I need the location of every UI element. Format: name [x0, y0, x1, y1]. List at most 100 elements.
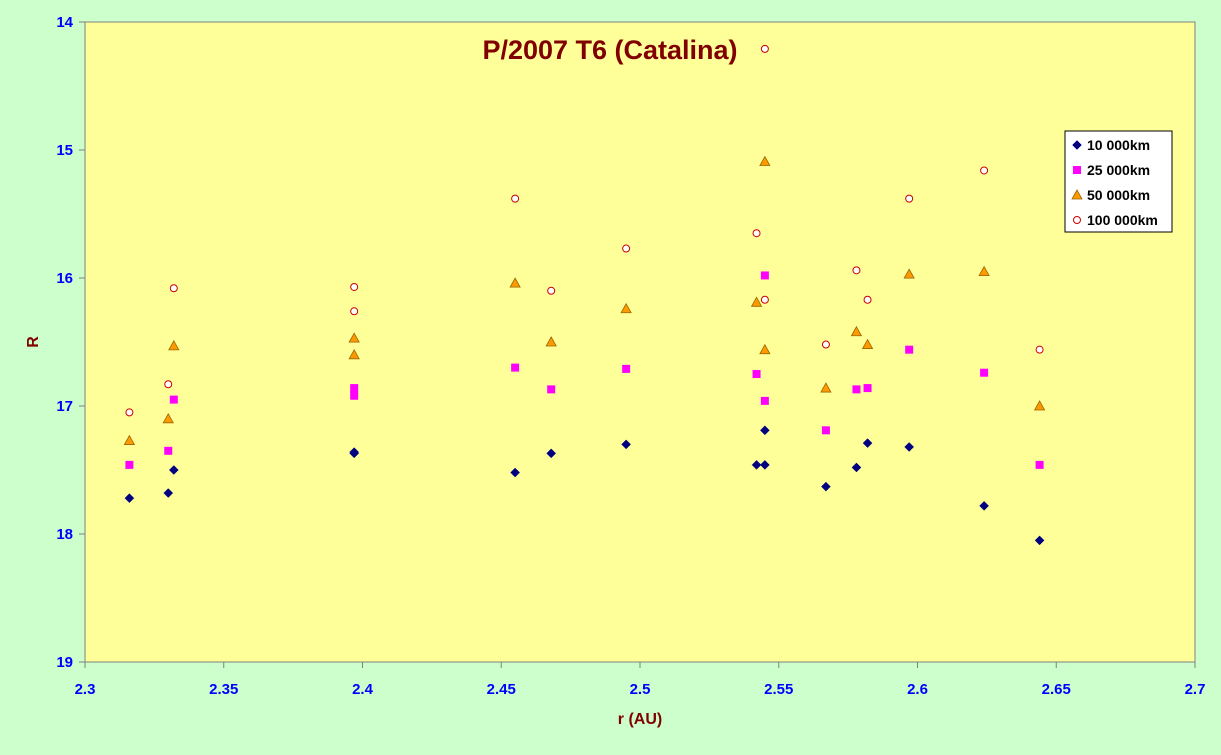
data-point-square: [511, 363, 520, 372]
chart-title: P/2007 T6 (Catalina): [482, 35, 737, 65]
data-point-circle: [752, 229, 761, 238]
legend-label: 50 000km: [1087, 187, 1150, 203]
legend-marker-triangle: [1071, 189, 1083, 200]
data-point-triangle: [750, 296, 763, 307]
x-tick-label: 2.35: [209, 681, 238, 698]
data-point-diamond: [124, 493, 135, 504]
data-point-circle: [169, 284, 178, 293]
data-point-diamond: [979, 500, 989, 511]
data-point-diamond: [904, 442, 915, 452]
data-point-circle: [547, 286, 556, 295]
series-1: [125, 271, 1044, 469]
data-point-triangle: [820, 382, 832, 393]
data-point-circle: [821, 340, 830, 349]
plot-area: [84, 21, 1196, 663]
data-point-diamond: [621, 439, 631, 450]
data-point-circle: [760, 44, 769, 53]
data-point-triangle: [903, 268, 915, 279]
data-point-square: [164, 446, 173, 455]
series-0: [124, 425, 1045, 546]
legend-box: [1064, 130, 1173, 233]
y-tick-label: 16: [56, 270, 73, 287]
data-point-square: [863, 384, 872, 393]
data-point-triangle: [759, 155, 771, 166]
series-2: [123, 155, 1046, 445]
data-point-diamond: [760, 460, 770, 470]
data-point-triangle: [759, 343, 771, 355]
axis-ticks: 2.3 2.35 2.4 2.45 2.5 2.55 2.6 2.65 2.7 14 15 16 17 1…: [56, 14, 1205, 698]
data-point-square: [125, 460, 134, 469]
x-tick-label: 2.5: [630, 681, 651, 698]
data-point-diamond: [168, 465, 179, 475]
data-point-triangle: [620, 302, 632, 314]
data-point-circle: [511, 194, 520, 203]
y-tick-label: 15: [56, 142, 73, 159]
legend-label: 25 000km: [1087, 162, 1150, 178]
data-point-square: [622, 364, 631, 373]
data-point-triangle: [850, 325, 863, 337]
y-tick-label: 18: [56, 526, 73, 543]
x-tick-label: 2.45: [487, 681, 516, 698]
x-axis-label: r (AU): [618, 711, 662, 728]
data-point-circle: [905, 194, 914, 203]
x-tick-label: 2.3: [75, 681, 96, 698]
data-point-circle: [863, 295, 872, 304]
data-point-diamond: [510, 467, 520, 478]
legend-label: 10 000km: [1087, 137, 1150, 153]
data-point-triangle: [123, 434, 136, 445]
data-point-triangle: [168, 340, 180, 351]
data-point-triangle: [348, 332, 360, 343]
data-point-triangle: [509, 277, 521, 288]
data-point-circle: [125, 408, 134, 417]
data-point-diamond: [1034, 535, 1045, 546]
legend: 10 000km 25 000km 50 000km 100 000km: [1064, 130, 1173, 233]
x-tick-label: 2.6: [907, 681, 928, 698]
data-point-square: [547, 385, 556, 394]
data-point-square: [980, 368, 989, 377]
data-point-diamond: [546, 448, 557, 459]
data-point-diamond: [349, 448, 360, 459]
legend-marker-circle: [1073, 216, 1081, 224]
data-point-triangle: [545, 336, 557, 347]
y-tick-label: 19: [56, 654, 73, 671]
data-point-circle: [760, 295, 769, 304]
data-point-circle: [622, 244, 631, 253]
x-tick-label: 2.65: [1042, 681, 1071, 698]
data-point-circle: [852, 266, 861, 275]
data-point-circle: [1035, 345, 1044, 354]
data-point-triangle: [162, 412, 174, 424]
data-point-square: [350, 384, 359, 393]
data-point-diamond: [751, 460, 762, 470]
legend-marker-diamond: [1072, 140, 1082, 150]
legend-label: 100 000km: [1087, 212, 1158, 228]
legend-marker-square: [1073, 166, 1081, 174]
data-point-diamond: [821, 481, 831, 492]
data-point-square: [350, 391, 359, 400]
data-point-square: [760, 396, 769, 405]
data-point-square: [905, 345, 914, 354]
data-point-square: [169, 395, 178, 404]
data-point-square: [760, 271, 769, 280]
series-3: [125, 44, 1044, 417]
data-point-triangle: [978, 265, 990, 276]
data-point-circle: [350, 307, 359, 316]
data-point-diamond: [163, 488, 174, 498]
data-point-circle: [980, 166, 989, 175]
data-points: [123, 44, 1046, 546]
data-point-square: [752, 370, 761, 378]
data-point-diamond: [851, 462, 862, 473]
data-point-circle: [164, 380, 173, 389]
data-point-square: [1035, 460, 1044, 469]
data-point-diamond: [862, 438, 873, 448]
y-tick-label: 17: [56, 398, 73, 415]
y-tick-label: 14: [56, 14, 73, 31]
data-point-square: [821, 426, 830, 435]
data-point-circle: [350, 282, 359, 291]
data-point-triangle: [861, 338, 874, 349]
y-axis-label: R: [25, 336, 42, 348]
x-tick-label: 2.4: [352, 681, 374, 698]
x-tick-label: 2.55: [764, 681, 793, 698]
data-point-diamond: [760, 425, 770, 436]
